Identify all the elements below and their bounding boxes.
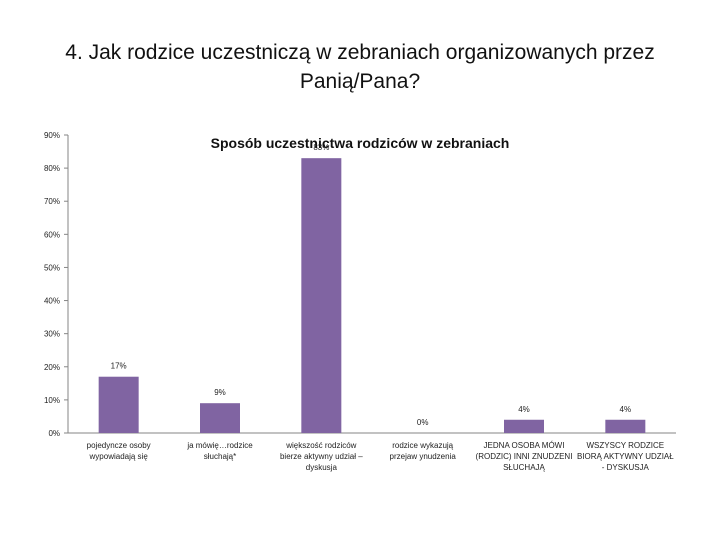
x-category-label: ja mówię…rodzice słuchają*	[186, 441, 253, 461]
y-tick-label: 90%	[44, 131, 60, 140]
x-category-label: JEDNA OSOBA MÓWI (RODZIC) INNI ZNUDZENI SŁ…	[476, 441, 573, 472]
chart-title: Sposób uczestnictwa rodziców w zebraniac…	[210, 135, 510, 151]
y-tick-label: 10%	[44, 396, 60, 405]
bar	[504, 419, 544, 433]
x-category-label: rodzice wykazują przejaw ynudzenia	[390, 441, 457, 461]
x-category-labels: pojedyncze osoby wypowiadają się ja mówię……	[87, 441, 675, 472]
x-category-label: pojedyncze osoby wypowiadają się	[87, 441, 151, 461]
y-tick-label: 30%	[44, 330, 60, 339]
y-tick-label: 60%	[44, 230, 60, 239]
y-tick-label: 40%	[44, 297, 60, 306]
bar	[200, 403, 240, 433]
y-tick-label: 70%	[44, 197, 60, 206]
data-label: 4%	[518, 405, 530, 414]
x-category-label: WSZYSCY RODZICE BIORĄ AKTYWNY UDZIAŁ - DYS…	[577, 441, 674, 472]
y-tick-label: 50%	[44, 263, 60, 272]
bar	[98, 376, 139, 433]
y-tick-label: 0%	[48, 429, 60, 438]
data-label: 4%	[620, 405, 632, 414]
y-tick-labels: 0% 10% 20% 30% 40% 50% 60% 70% 80% 90%	[44, 131, 68, 438]
data-label: 9%	[214, 388, 226, 397]
bar	[301, 158, 342, 433]
data-labels: 17% 9% 83% 0% 4% 4%	[111, 143, 631, 427]
data-label: 17%	[111, 362, 127, 371]
y-tick-label: 20%	[44, 363, 60, 372]
y-tick-label: 80%	[44, 164, 60, 173]
bars	[98, 158, 646, 433]
slide-title: 4. Jak rodzice uczestniczą w zebraniach …	[65, 41, 655, 93]
data-label: 0%	[417, 418, 429, 427]
data-label: 83%	[313, 143, 329, 152]
bar	[605, 419, 646, 433]
x-category-label: większość rodziców bierze aktywny udział …	[280, 441, 363, 472]
